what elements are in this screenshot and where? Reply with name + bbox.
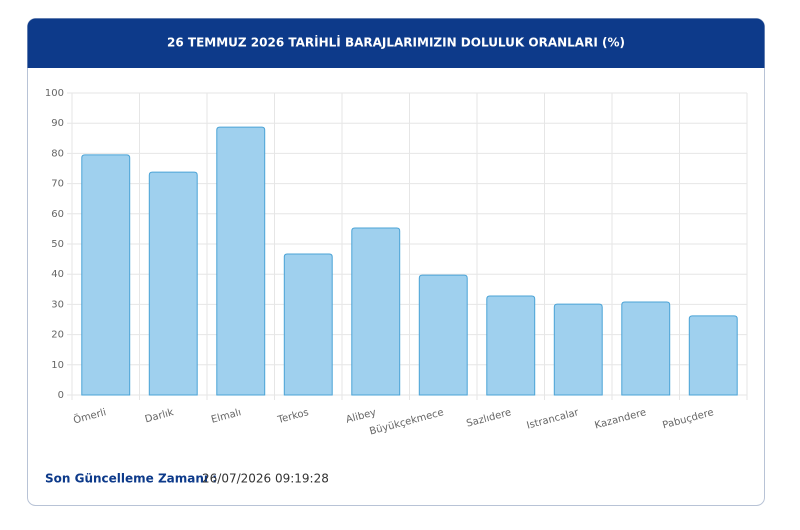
bar [621,301,671,396]
y-tick-label: 20 [51,330,64,341]
y-tick-label: 30 [51,299,64,310]
y-tick-label: 70 [51,179,64,190]
y-tick-label: 90 [51,118,64,129]
y-tick-label: 100 [45,88,64,99]
y-tick-label: 50 [51,239,64,250]
bar [688,315,738,396]
footer-value: 26/07/2026 09:19:28 [202,472,329,486]
bar [553,303,603,396]
y-tick-label: 60 [51,209,64,220]
bar [81,154,131,396]
chart-title: 26 TEMMUZ 2026 TARİHLİ BARAJLARIMIZIN DO… [167,35,625,50]
card-header [27,18,765,68]
bar [216,126,266,396]
y-tick-label: 0 [58,390,64,401]
bar [283,253,333,396]
bar [418,274,468,396]
bar [351,227,401,396]
bar [148,171,198,396]
y-tick-label: 10 [51,360,64,371]
bar [486,295,536,396]
footer-label: Son Güncelleme Zamanı : [45,472,217,486]
y-tick-label: 80 [51,148,64,159]
y-tick-label: 40 [51,269,64,280]
